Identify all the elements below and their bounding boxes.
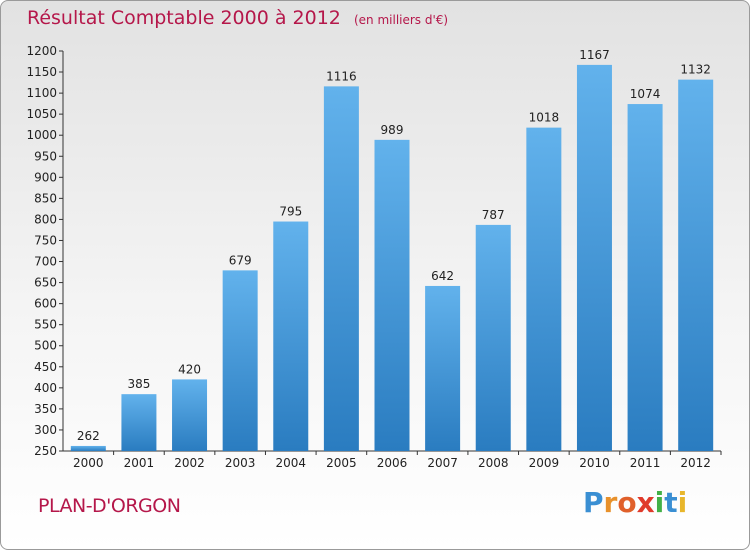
x-tick-label: 2003 bbox=[225, 456, 256, 470]
x-tick-label: 2001 bbox=[124, 456, 155, 470]
brand-letter: P bbox=[583, 486, 604, 519]
x-axis: 2000 2001 2002 2003 2004 2005 2006 2007 2008 2009… bbox=[63, 450, 722, 470]
brand-letter: t bbox=[664, 486, 678, 519]
x-tick-label: 2007 bbox=[427, 456, 458, 470]
y-tick-label: 650 bbox=[34, 276, 57, 290]
data-label-2003: 679 bbox=[229, 253, 252, 267]
y-tick-label: 600 bbox=[34, 297, 57, 311]
y-tick-label: 1150 bbox=[26, 65, 57, 79]
data-label-2001: 385 bbox=[127, 377, 150, 391]
bar-2003 bbox=[222, 270, 258, 451]
bar-2000 bbox=[70, 445, 106, 451]
bar-2012 bbox=[678, 79, 714, 451]
data-label-2006: 989 bbox=[381, 123, 404, 137]
data-label-2005: 1116 bbox=[326, 69, 357, 83]
bar-2006 bbox=[374, 139, 410, 451]
data-label-2008: 787 bbox=[482, 208, 505, 222]
data-label-2007: 642 bbox=[431, 269, 454, 283]
y-tick-label: 750 bbox=[34, 233, 57, 247]
brand-letter: x bbox=[636, 486, 655, 519]
bar-2002 bbox=[172, 379, 208, 451]
bar-2004 bbox=[273, 221, 309, 451]
bar-2010 bbox=[576, 64, 612, 451]
data-label-2011: 1074 bbox=[630, 87, 661, 101]
y-tick-label: 700 bbox=[34, 255, 57, 269]
y-tick-label: 800 bbox=[34, 212, 57, 226]
brand-letter: r bbox=[603, 486, 618, 519]
x-tick-label: 2004 bbox=[275, 456, 306, 470]
y-tick-label: 900 bbox=[34, 170, 57, 184]
data-label-2012: 1132 bbox=[680, 63, 711, 77]
y-tick-label: 950 bbox=[34, 149, 57, 163]
y-axis: 250 300 350 400 450 500 550 600 650 700 750 800 850 9… bbox=[26, 44, 64, 458]
x-tick-label: 2006 bbox=[377, 456, 408, 470]
title-block: Résultat Comptable 2000 à 2012 (en milli… bbox=[27, 7, 448, 29]
town-name: PLAN-D'ORGON bbox=[38, 495, 181, 517]
x-tick-label: 2000 bbox=[73, 456, 104, 470]
brand-letter: o bbox=[617, 486, 637, 519]
data-label-2004: 795 bbox=[279, 205, 302, 219]
x-tick-label: 2010 bbox=[579, 456, 610, 470]
y-tick-label: 1050 bbox=[26, 107, 57, 121]
x-tick-label: 2011 bbox=[630, 456, 661, 470]
y-tick-label: 350 bbox=[34, 402, 57, 416]
data-labels: 262 385 420 679 795 1116 989 642 787 1018 1167 1074… bbox=[77, 48, 711, 443]
x-tick-label: 2008 bbox=[478, 456, 509, 470]
y-tick-label: 1100 bbox=[26, 86, 57, 100]
bar-2011 bbox=[627, 104, 663, 451]
bar-2008 bbox=[475, 224, 511, 451]
y-tick-label: 1200 bbox=[26, 44, 57, 58]
bar-2009 bbox=[526, 127, 562, 451]
data-label-2009: 1018 bbox=[529, 111, 560, 125]
data-label-2000: 262 bbox=[77, 429, 100, 443]
x-tick-label: 2009 bbox=[529, 456, 560, 470]
x-tick-label: 2012 bbox=[680, 456, 711, 470]
y-tick-label: 450 bbox=[34, 360, 57, 374]
data-label-2002: 420 bbox=[178, 362, 201, 376]
chart-title: Résultat Comptable 2000 à 2012 bbox=[27, 7, 341, 29]
x-tick-label: 2005 bbox=[326, 456, 357, 470]
y-tick-label: 400 bbox=[34, 381, 57, 395]
brand-letter: i bbox=[677, 486, 688, 519]
bar-series bbox=[70, 64, 714, 452]
x-tick-label: 2002 bbox=[174, 456, 205, 470]
brand-letter: i bbox=[654, 486, 665, 519]
chart-unit: (en milliers d'€) bbox=[353, 13, 449, 27]
brand-logo: Proxiti bbox=[583, 486, 687, 519]
bar-2007 bbox=[425, 285, 461, 451]
y-tick-label: 550 bbox=[34, 318, 57, 332]
bar-2001 bbox=[121, 394, 157, 451]
y-tick-label: 500 bbox=[34, 339, 57, 353]
y-tick-label: 850 bbox=[34, 191, 57, 205]
y-tick-label: 250 bbox=[34, 444, 57, 458]
bar-2005 bbox=[323, 86, 359, 452]
data-label-2010: 1167 bbox=[579, 48, 610, 62]
y-tick-label: 300 bbox=[34, 423, 57, 437]
y-tick-label: 1000 bbox=[26, 128, 57, 142]
